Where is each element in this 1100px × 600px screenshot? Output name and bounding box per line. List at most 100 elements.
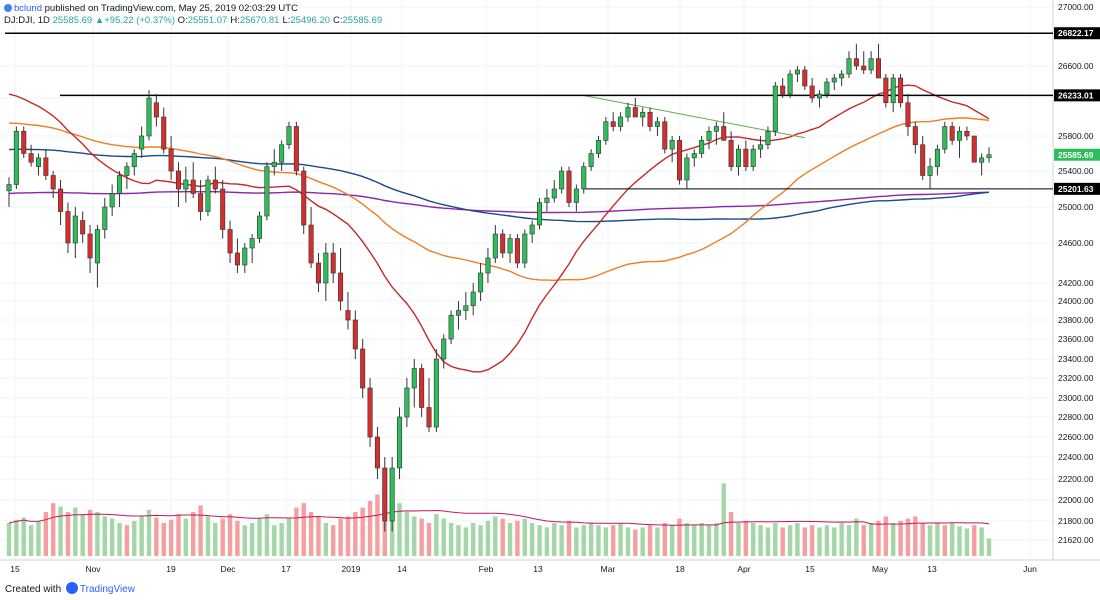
volume-bar [43, 512, 49, 556]
candle-body [500, 233, 506, 254]
candle-body [227, 229, 233, 254]
candle-body [264, 166, 270, 217]
candle-body [514, 238, 520, 264]
volume-bar [139, 516, 144, 556]
publish-info: published on TradingView.com, May 25, 20… [44, 3, 298, 14]
tradingview-brand[interactable]: TradingView [79, 584, 135, 595]
volume-bar [242, 525, 247, 556]
candle-body [198, 193, 204, 212]
volume-bar [331, 525, 336, 556]
candle-body [397, 416, 403, 469]
candle-body [315, 262, 321, 284]
candle-body [971, 135, 977, 163]
level-price-tag: 25201.63 [1058, 184, 1094, 194]
candle-body [573, 188, 579, 203]
candle-body [6, 184, 12, 192]
volume-bar [404, 512, 410, 556]
candle-body [595, 140, 601, 154]
volume-bar [773, 523, 778, 556]
level-price-tag-bg [1054, 89, 1100, 102]
volume-bar [972, 525, 977, 556]
volume-bar [323, 523, 329, 556]
volume-bar [765, 527, 771, 556]
time-tick-label: 18 [675, 564, 685, 574]
candle-body [817, 93, 823, 99]
candle-body [50, 175, 56, 190]
price-tick-label: 22200.00 [1058, 474, 1094, 484]
low-label: L: [282, 15, 291, 26]
candle-body [853, 58, 859, 67]
volume-bar [220, 518, 225, 556]
candle-body [293, 126, 299, 172]
volume-bar [839, 523, 844, 556]
volume-bar [117, 523, 122, 556]
grid [0, 0, 1053, 560]
candle-body [802, 69, 808, 87]
volume-bar [191, 512, 196, 556]
candle-body [80, 220, 86, 235]
volume-bar [353, 512, 358, 556]
author-link[interactable]: bclund [14, 3, 42, 14]
volume-bar [964, 528, 970, 556]
volume-bar [699, 523, 704, 556]
level-price-tag-bg [1054, 27, 1100, 40]
volume-bars [6, 483, 992, 556]
volume-bar [957, 526, 962, 556]
volume-bar [876, 520, 881, 556]
candle-body [205, 179, 211, 212]
time-tick-label: 13 [533, 564, 543, 574]
volume-bar [397, 503, 402, 556]
volume-bar [213, 523, 218, 556]
candle-body [117, 175, 123, 194]
candle-body [846, 58, 852, 75]
candle-body [522, 233, 528, 264]
volume-bar [338, 518, 343, 556]
candle-body [301, 170, 307, 226]
volume-bar [861, 525, 866, 556]
trendline-descending [582, 94, 806, 139]
candle-body [485, 257, 491, 274]
candle-body [920, 144, 926, 176]
volume-bar [868, 523, 874, 556]
candle-body [43, 157, 49, 176]
level-price-tag: 26233.01 [1058, 90, 1094, 100]
volume-bar [846, 525, 852, 556]
volume-bar [198, 505, 203, 556]
volume-bar [677, 518, 682, 556]
candle-body [949, 126, 955, 141]
candle-body [28, 153, 34, 163]
volume-bar [824, 525, 830, 556]
candle-body [772, 85, 778, 132]
candle-body [618, 116, 624, 127]
candle-body [787, 73, 793, 95]
volume-bar [80, 514, 85, 556]
candle-body [743, 148, 749, 167]
candle-body [750, 148, 756, 167]
candle-body [87, 233, 93, 259]
candle-body [161, 116, 167, 150]
trendline [582, 94, 806, 139]
volume-bar [751, 523, 756, 556]
candle-body [669, 140, 675, 150]
candle-body [610, 121, 616, 127]
volume-bar [301, 503, 306, 556]
candle-body [691, 153, 697, 159]
candle-body [94, 229, 100, 264]
volume-bar [544, 527, 550, 556]
candle-body [758, 144, 764, 150]
volume-ma [8, 509, 990, 526]
change-value: +95.22 (+0.37%) [104, 15, 176, 26]
price-tick-label: 23000.00 [1058, 393, 1094, 403]
candle-body [735, 148, 741, 167]
candle-body [625, 107, 631, 118]
volume-bar [507, 523, 513, 556]
candle-body [861, 65, 867, 71]
candle-body [109, 193, 115, 208]
level-price-tag-bg [1054, 182, 1100, 195]
tradingview-logo-icon [65, 582, 78, 594]
volume-bar [566, 520, 572, 556]
volume-bar [809, 525, 815, 556]
candle-body [271, 161, 277, 167]
candle-body [360, 348, 366, 389]
candle-body [455, 310, 461, 316]
